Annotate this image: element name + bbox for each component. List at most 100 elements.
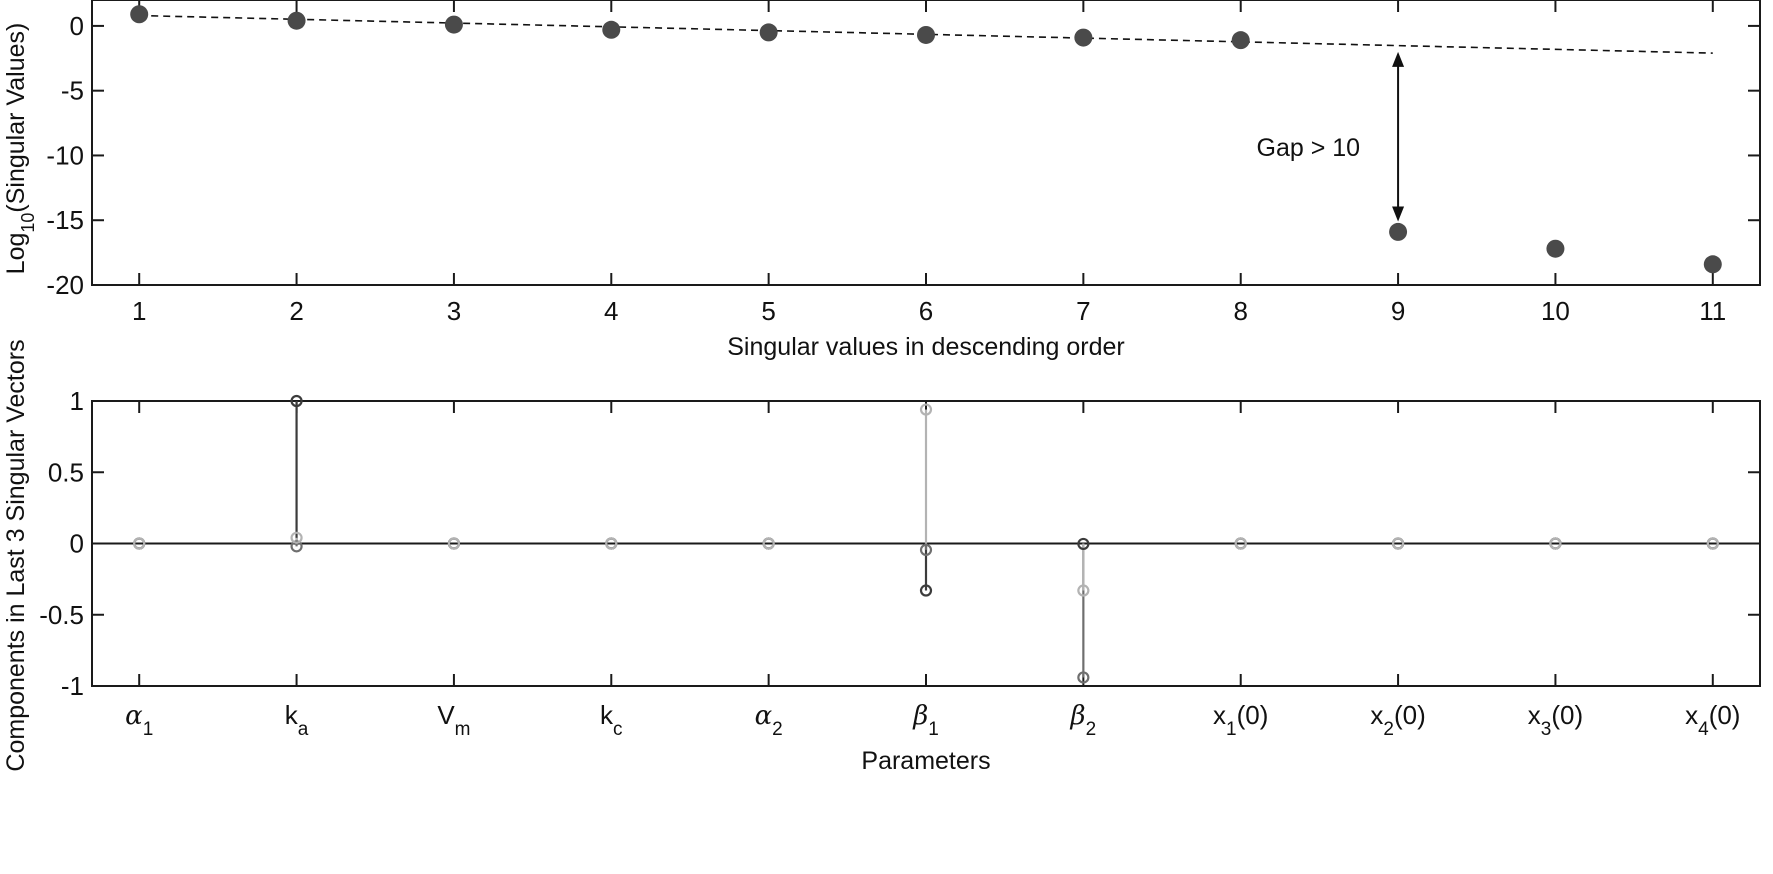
x-tick-label-base: β [912, 701, 928, 731]
stem-marker [1077, 584, 1090, 597]
x-tick-label-base: k [600, 700, 614, 730]
x-axis-label: Singular values in descending order [727, 333, 1124, 361]
x-tick-label-sub: 3 [1541, 719, 1552, 740]
x-tick-label: β2 [1070, 701, 1097, 740]
data-point [287, 11, 306, 30]
x-tick-label-base: α [125, 701, 143, 731]
stem-marker [919, 543, 933, 557]
singular-vectors-chart: α1 ka Vm kc α2 β1 β2 x1(0) x2(0) x3(0) x4(0)10.50-… [2, 339, 1761, 775]
data-point [1389, 222, 1408, 241]
data-point [1546, 239, 1565, 258]
data-point [1703, 255, 1722, 274]
stem-marker [290, 531, 303, 544]
x-tick-label: 1 [132, 296, 146, 326]
y-tick-label: 0 [70, 11, 84, 41]
data-point [1074, 28, 1093, 47]
stem-marker [1077, 671, 1090, 684]
x-tick-label: 2 [289, 296, 303, 326]
y-axis-label-rest: (Singular Values) [2, 23, 30, 213]
stem-marker [919, 403, 933, 416]
data-point [917, 25, 935, 44]
x-tick-label-sub: c [613, 719, 623, 740]
stem-marker [762, 537, 775, 550]
y-tick-label: 0.5 [48, 457, 84, 487]
x-tick-label-base: x [1370, 700, 1383, 730]
y-tick-label: 1 [70, 386, 84, 416]
y-tick-label: -0.5 [39, 600, 84, 630]
data-point [130, 5, 149, 24]
x-tick-label-rest: (0) [1237, 700, 1269, 730]
x-tick-label: 7 [1076, 296, 1090, 326]
x-tick-label: x3(0) [1528, 700, 1583, 740]
x-tick-label: x1(0) [1213, 700, 1268, 740]
x-tick-label-base: x [1528, 700, 1541, 730]
x-tick-label: kc [600, 700, 623, 740]
x-tick-label-base: x [1213, 700, 1226, 730]
x-tick-label-sub: 1 [1226, 719, 1237, 740]
x-tick-label-sub: 2 [1383, 719, 1394, 740]
trend-line [139, 14, 1713, 54]
x-tick-label-rest: (0) [1551, 700, 1583, 730]
x-tick-label-sub: 2 [1086, 719, 1097, 740]
y-axis-label-sub: 10 [18, 213, 38, 233]
stem-marker [133, 537, 146, 550]
gap-arrow-head-up [1392, 51, 1405, 67]
y-axis-label: Components in Last 3 Singular Vectors [2, 339, 30, 771]
x-tick-label: 9 [1391, 296, 1405, 326]
x-tick-label: x2(0) [1370, 700, 1425, 740]
stem-marker [290, 394, 303, 408]
stem-marker [1706, 537, 1719, 550]
x-tick-label-rest: (0) [1394, 700, 1426, 730]
x-tick-label: α1 [125, 701, 153, 740]
x-tick-label: 3 [447, 296, 461, 326]
data-point [602, 20, 621, 39]
x-tick-label-base: β [1070, 701, 1086, 731]
x-tick-label-sub: a [298, 719, 309, 740]
y-tick-label: -10 [46, 140, 84, 170]
x-tick-label-rest: (0) [1709, 700, 1741, 730]
stem-marker [447, 537, 461, 550]
y-tick-label: -1 [61, 671, 84, 701]
x-tick-label-sub: 1 [143, 719, 154, 740]
y-tick-label: -15 [46, 205, 84, 235]
y-tick-label: 0 [70, 529, 84, 559]
gap-annotation: Gap > 10 [1257, 134, 1361, 162]
x-tick-label: β1 [912, 701, 939, 740]
x-tick-label-base: x [1685, 700, 1698, 730]
x-tick-label: ka [285, 700, 309, 740]
x-tick-label-sub: 4 [1698, 719, 1709, 740]
x-tick-label: 8 [1233, 296, 1247, 326]
x-tick-label: x4(0) [1685, 700, 1740, 740]
x-tick-label: 11 [1699, 296, 1726, 326]
stem-marker [605, 537, 618, 550]
gap-arrow-head-down [1392, 206, 1405, 222]
x-tick-label-base: V [437, 700, 455, 730]
stem-marker [1549, 537, 1562, 550]
data-point [759, 23, 778, 42]
x-tick-label: 6 [919, 296, 933, 326]
data-point [1231, 31, 1250, 50]
stem-marker [1077, 537, 1090, 551]
data-point [444, 15, 463, 34]
y-tick-label: -5 [61, 76, 84, 106]
x-tick-label-base: k [285, 700, 299, 730]
x-tick-label: 10 [1541, 296, 1570, 326]
singular-values-chart: 1 2 3 4 5 6 7 8 9 10 11 0 -5 -10 -15 -20 Gap > 10 Singula… [2, 0, 1761, 361]
stem-marker [1234, 537, 1247, 550]
y-axis-label-base: Log [2, 233, 30, 275]
stem-marker [1391, 537, 1405, 550]
y-axis-label: Log10(Singular Values) [2, 23, 38, 275]
x-axis-label: Parameters [861, 747, 990, 775]
stem-marker [919, 584, 933, 597]
x-tick-label-base: α [755, 701, 773, 731]
x-tick-label: 5 [761, 296, 775, 326]
x-tick-label-sub: 1 [928, 719, 939, 740]
y-tick-label: -20 [46, 270, 84, 300]
x-tick-label: 4 [604, 296, 618, 326]
x-tick-label-sub: m [455, 719, 471, 740]
x-tick-label: α2 [755, 701, 783, 740]
stem-marker [290, 540, 303, 553]
x-tick-label-sub: 2 [772, 719, 783, 740]
x-tick-label: Vm [437, 700, 470, 740]
